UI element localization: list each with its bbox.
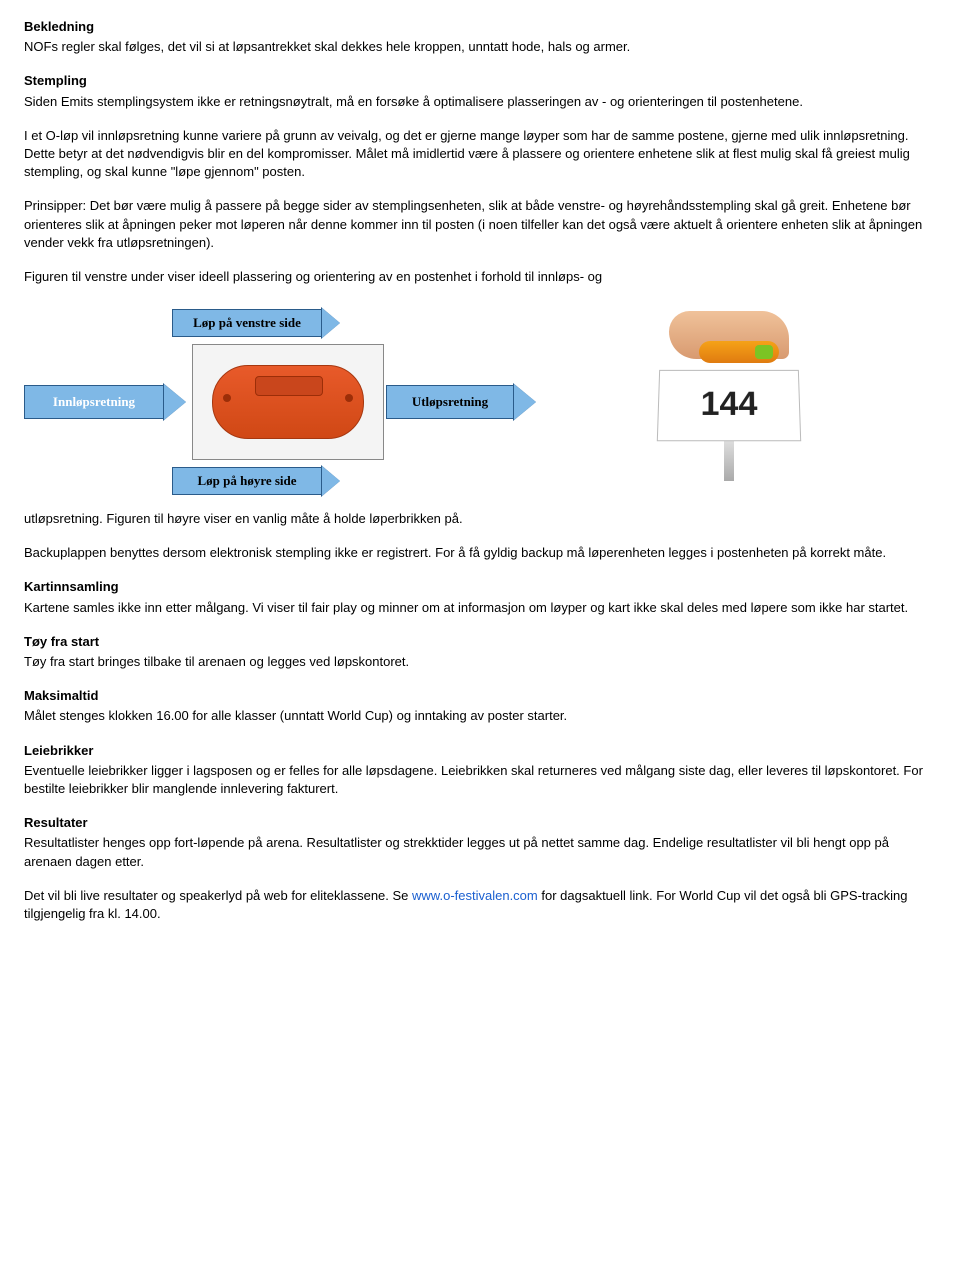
- arrow-utlop: Utløpsretning: [386, 384, 536, 420]
- section-leiebrikker: Leiebrikker Eventuelle leiebrikker ligge…: [24, 742, 936, 799]
- resultater-p1: Resultatlister henges opp fort-løpende p…: [24, 834, 936, 870]
- arrow-head-icon: [322, 466, 340, 496]
- arrow-head-icon: [514, 384, 536, 420]
- stempling-p5: utløpsretning. Figuren til høyre viser e…: [24, 510, 936, 528]
- section-bekledning: Bekledning NOFs regler skal følges, det …: [24, 18, 936, 56]
- resultater-p2: Det vil bli live resultater og speakerly…: [24, 887, 936, 923]
- figure-row: Løp på venstre side Innløpsretning Utløp…: [24, 302, 936, 502]
- pole-icon: [724, 441, 734, 481]
- stempling-p6: Backuplappen benyttes dersom elektronisk…: [24, 544, 936, 562]
- body-toy: Tøy fra start bringes tilbake til arenae…: [24, 653, 936, 671]
- section-toy-fra-start: Tøy fra start Tøy fra start bringes tilb…: [24, 633, 936, 671]
- arrow-utlop-label: Utløpsretning: [386, 385, 514, 419]
- hand-photo: 144: [624, 307, 834, 497]
- stempling-p1: Siden Emits stemplingsystem ikke er retn…: [24, 93, 936, 111]
- heading-kartinnsamling: Kartinnsamling: [24, 578, 936, 596]
- heading-toy: Tøy fra start: [24, 633, 936, 651]
- arrow-run-left-side: Løp på venstre side: [172, 308, 340, 338]
- body-leiebrikker: Eventuelle leiebrikker ligger i lagspose…: [24, 762, 936, 798]
- heading-bekledning: Bekledning: [24, 18, 936, 36]
- section-kartinnsamling: Kartinnsamling Kartene samles ikke inn e…: [24, 578, 936, 616]
- heading-maksimaltid: Maksimaltid: [24, 687, 936, 705]
- hand-icon: [669, 311, 789, 359]
- section-maksimaltid: Maksimaltid Målet stenges klokken 16.00 …: [24, 687, 936, 725]
- resultater-p2a: Det vil bli live resultater og speakerly…: [24, 888, 412, 903]
- body-kartinnsamling: Kartene samles ikke inn etter målgang. V…: [24, 599, 936, 617]
- punch-unit-icon: [699, 341, 779, 363]
- arrow-run-right-side: Løp på høyre side: [172, 466, 340, 496]
- arrow-top-label: Løp på venstre side: [172, 309, 322, 337]
- stempling-p4: Figuren til venstre under viser ideell p…: [24, 268, 936, 286]
- section-stempling: Stempling Siden Emits stemplingsystem ik…: [24, 72, 936, 286]
- heading-stempling: Stempling: [24, 72, 936, 90]
- heading-leiebrikker: Leiebrikker: [24, 742, 936, 760]
- emit-slot: [255, 376, 323, 396]
- emit-device-image: [192, 344, 384, 460]
- festival-link[interactable]: www.o-festivalen.com: [412, 888, 538, 903]
- section-resultater: Resultater Resultatlister henges opp for…: [24, 814, 936, 923]
- arrow-bottom-label: Løp på høyre side: [172, 467, 322, 495]
- heading-resultater: Resultater: [24, 814, 936, 832]
- arrow-head-icon: [164, 384, 186, 420]
- placement-diagram: Løp på venstre side Innløpsretning Utløp…: [24, 302, 584, 502]
- stempling-p3: Prinsipper: Det bør være mulig å passere…: [24, 197, 936, 252]
- control-card: 144: [657, 370, 801, 441]
- stempling-p2: I et O-løp vil innløpsretning kunne vari…: [24, 127, 936, 182]
- body-maksimaltid: Målet stenges klokken 16.00 for alle kla…: [24, 707, 936, 725]
- emit-unit-icon: [212, 365, 364, 439]
- arrow-innlop-label: Innløpsretning: [24, 385, 164, 419]
- arrow-innlop: Innløpsretning: [24, 384, 186, 420]
- body-bekledning: NOFs regler skal følges, det vil si at l…: [24, 38, 936, 56]
- arrow-head-icon: [322, 308, 340, 338]
